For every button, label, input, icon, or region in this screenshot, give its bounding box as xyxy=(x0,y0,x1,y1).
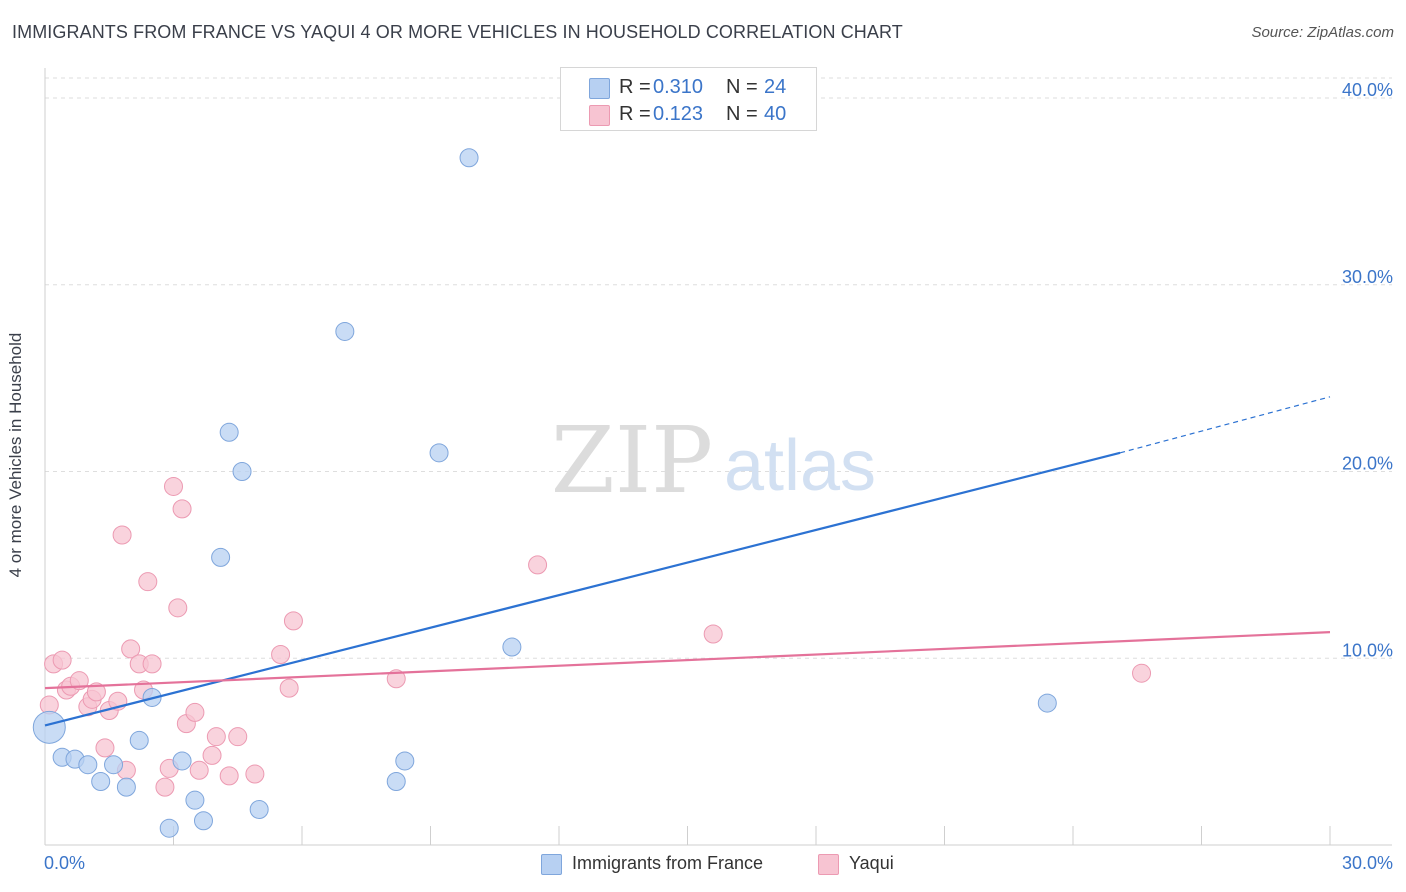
yaqui-point xyxy=(386,669,406,689)
y-tick-label: 10.0% xyxy=(1342,640,1393,660)
yaqui-point xyxy=(202,745,222,765)
legend-row-yaqui: R = 0.123 N = 40 xyxy=(561,103,816,129)
yaqui-point xyxy=(185,702,205,722)
yaqui-trend-line xyxy=(44,631,1331,690)
yaqui-point xyxy=(95,738,115,758)
bottom-legend-label-yaqui: Yaqui xyxy=(849,853,894,873)
france-point xyxy=(193,811,213,831)
france-point xyxy=(335,321,355,341)
watermark-zip: ZIP xyxy=(551,407,713,514)
legend-n-value-yaqui: 40 xyxy=(764,103,787,125)
yaqui-points xyxy=(39,476,1152,797)
france-point xyxy=(429,443,449,463)
france-point xyxy=(502,637,522,657)
yaqui-point xyxy=(279,678,299,698)
france-point xyxy=(211,547,231,567)
yaqui-point xyxy=(189,760,209,780)
bottom-legend-swatch-france xyxy=(541,854,562,875)
watermark: ZIP atlas xyxy=(551,407,876,514)
y-tick-label: 20.0% xyxy=(1342,454,1393,474)
legend-n-value-france: 24 xyxy=(764,76,787,98)
yaqui-point xyxy=(271,645,291,665)
france-point xyxy=(172,751,192,771)
grid-lines xyxy=(45,77,1392,659)
axes xyxy=(44,68,1392,846)
legend-swatch-france xyxy=(589,78,610,99)
yaqui-point xyxy=(52,650,72,670)
yaqui-point xyxy=(206,727,226,747)
yaqui-point xyxy=(121,639,141,659)
france-point xyxy=(116,777,136,797)
legend-r-value-yaqui: 0.123 xyxy=(653,103,704,125)
legend-row-france: R = 0.310 N = 24 xyxy=(561,76,816,102)
yaqui-point xyxy=(245,764,265,784)
yaqui-point xyxy=(528,555,548,575)
france-trend-extension xyxy=(1119,396,1331,454)
bottom-legend-label-france: Immigrants from France xyxy=(572,853,764,873)
legend-r-label: R = xyxy=(619,103,651,125)
france-point xyxy=(1037,693,1057,713)
france-point xyxy=(159,818,179,838)
yaqui-point xyxy=(112,525,132,545)
yaqui-point xyxy=(142,654,162,674)
legend-r-value-france: 0.310 xyxy=(653,76,704,98)
yaqui-point xyxy=(283,611,303,631)
yaqui-point xyxy=(164,476,183,496)
france-point xyxy=(91,772,111,792)
tick-labels: 10.0% 20.0% 30.0% 40.0% 0.0% 30.0% xyxy=(44,80,1393,873)
y-axis-label: 4 or more Vehicles in Household xyxy=(6,332,25,578)
source-label: Source: ZipAtlas.com xyxy=(1251,24,1394,41)
y-tick-label: 40.0% xyxy=(1342,80,1393,100)
legend-swatch-yaqui xyxy=(589,105,610,126)
bottom-legend-swatch-yaqui xyxy=(818,854,839,875)
france-point xyxy=(459,148,479,168)
yaqui-point xyxy=(172,499,192,519)
france-point xyxy=(104,755,124,775)
france-point xyxy=(185,790,205,810)
france-points xyxy=(32,148,1057,838)
france-point xyxy=(129,730,149,750)
france-point xyxy=(219,422,239,442)
x-tick-label: 30.0% xyxy=(1342,853,1393,873)
legend-n-label: N = xyxy=(726,103,758,125)
yaqui-point xyxy=(1132,663,1152,683)
yaqui-point xyxy=(155,777,175,797)
x-tick-label: 0.0% xyxy=(44,853,85,873)
yaqui-point xyxy=(86,682,106,702)
trend-lines xyxy=(44,396,1331,727)
yaqui-point xyxy=(228,727,248,747)
legend-n-label: N = xyxy=(726,76,758,98)
chart-title: IMMIGRANTS FROM FRANCE VS YAQUI 4 OR MOR… xyxy=(12,22,903,42)
legend-r-label: R = xyxy=(619,76,651,98)
yaqui-point xyxy=(69,671,89,691)
yaqui-point xyxy=(703,624,723,644)
yaqui-point xyxy=(168,598,188,618)
yaqui-point xyxy=(219,766,239,786)
legend-box: R = 0.310 N = 24 R = 0.123 N = 40 xyxy=(560,67,817,131)
france-point xyxy=(249,800,269,820)
france-point xyxy=(32,710,66,744)
france-point xyxy=(395,751,415,771)
france-point xyxy=(232,462,252,482)
france-point xyxy=(386,772,406,792)
france-point xyxy=(78,755,98,775)
y-tick-label: 30.0% xyxy=(1342,267,1393,287)
yaqui-point xyxy=(138,572,158,592)
watermark-atlas: atlas xyxy=(724,426,876,506)
